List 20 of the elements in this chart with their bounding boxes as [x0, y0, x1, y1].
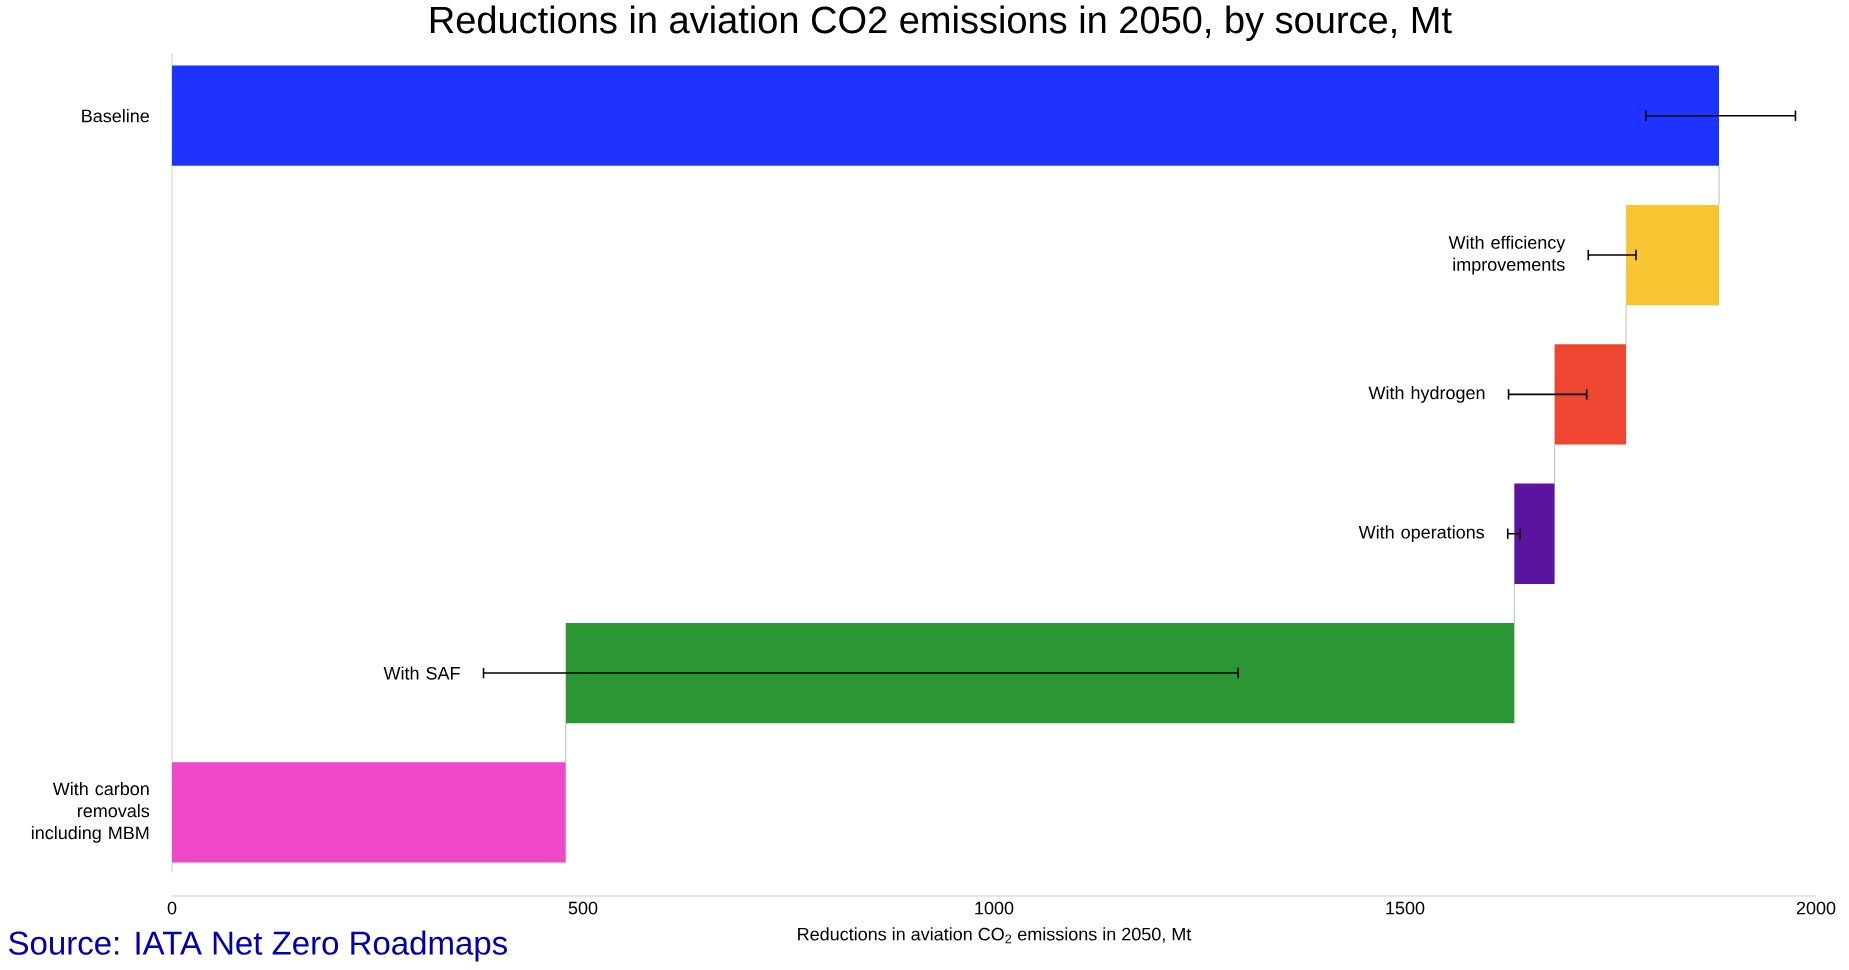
- bar: [172, 65, 1720, 166]
- bar: [1514, 483, 1555, 584]
- x-axis-title: Reductions in aviation CO$_{2}$ emissions in 2050, Mt: [798, 927, 1192, 944]
- x-tick-label: 2000: [1796, 901, 1836, 915]
- x-tick-label: 1000: [975, 901, 1014, 915]
- y-tick-label: Baseline: [82, 109, 149, 123]
- y-tick-label: With hydrogen: [1368, 385, 1485, 403]
- bar: [1626, 204, 1720, 306]
- y-tick-label: With efficiency improvements: [1448, 235, 1566, 275]
- y-tick-label: With SAF: [383, 666, 460, 680]
- y-tick-label: With carbon removals including MBM: [31, 782, 150, 843]
- x-tick-label: 500: [568, 901, 598, 915]
- chart-title: Reductions in aviation CO2 emissions in 2050, by source, Mt: [430, 5, 1452, 41]
- bar: [565, 622, 1515, 724]
- x-tick-label: 1500: [1386, 901, 1425, 915]
- bar: [172, 762, 566, 863]
- x-tick-label: 0: [167, 901, 177, 915]
- source-note: Source: IATA Net Zero Roadmaps: [9, 930, 507, 962]
- bar: [1554, 344, 1627, 445]
- y-tick-label: With operations: [1358, 525, 1485, 543]
